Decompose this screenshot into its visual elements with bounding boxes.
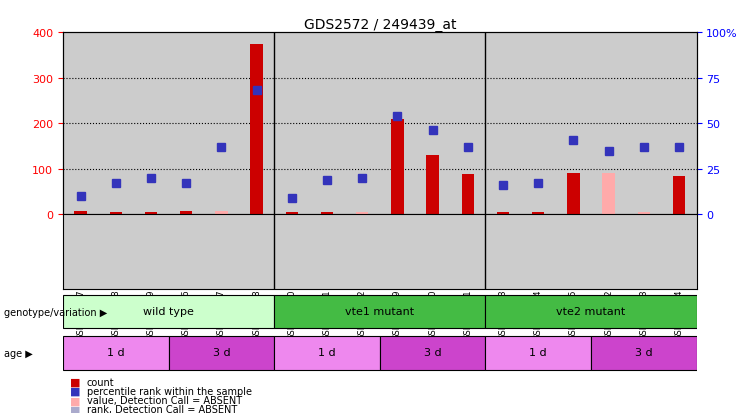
Bar: [110, 212, 122, 215]
Bar: [274, 295, 485, 329]
Text: 1 d: 1 d: [107, 347, 124, 357]
Bar: [379, 336, 485, 370]
Bar: [567, 174, 579, 215]
Text: rank, Detection Call = ABSENT: rank, Detection Call = ABSENT: [87, 404, 237, 413]
Bar: [285, 212, 298, 215]
Bar: [74, 211, 87, 215]
Bar: [426, 156, 439, 215]
Bar: [591, 336, 697, 370]
Text: 1 d: 1 d: [529, 347, 547, 357]
Bar: [391, 119, 404, 215]
Bar: [356, 212, 368, 215]
Text: ■: ■: [70, 395, 81, 405]
Bar: [462, 175, 474, 215]
Bar: [250, 45, 263, 215]
Text: wild type: wild type: [143, 306, 194, 316]
Bar: [673, 176, 685, 215]
Title: GDS2572 / 249439_at: GDS2572 / 249439_at: [304, 18, 456, 32]
Text: count: count: [87, 377, 114, 387]
Bar: [485, 336, 591, 370]
Bar: [63, 295, 274, 329]
Text: vte1 mutant: vte1 mutant: [345, 306, 414, 316]
Text: 1 d: 1 d: [318, 347, 336, 357]
Bar: [321, 212, 333, 215]
Text: age ▶: age ▶: [4, 348, 33, 358]
Bar: [532, 212, 545, 215]
Bar: [168, 336, 274, 370]
Text: genotype/variation ▶: genotype/variation ▶: [4, 307, 107, 317]
Text: ■: ■: [70, 377, 81, 387]
Text: 3 d: 3 d: [213, 347, 230, 357]
Bar: [485, 295, 697, 329]
Text: percentile rank within the sample: percentile rank within the sample: [87, 386, 252, 396]
Bar: [274, 336, 379, 370]
Text: ■: ■: [70, 386, 81, 396]
Text: 3 d: 3 d: [635, 347, 653, 357]
Text: ■: ■: [70, 404, 81, 413]
Bar: [180, 211, 193, 215]
Bar: [215, 211, 227, 215]
Text: value, Detection Call = ABSENT: value, Detection Call = ABSENT: [87, 395, 242, 405]
Text: 3 d: 3 d: [424, 347, 442, 357]
Text: vte2 mutant: vte2 mutant: [556, 306, 625, 316]
Bar: [602, 174, 615, 215]
Bar: [637, 212, 650, 215]
Bar: [63, 336, 169, 370]
Bar: [144, 212, 157, 215]
Bar: [496, 212, 509, 215]
